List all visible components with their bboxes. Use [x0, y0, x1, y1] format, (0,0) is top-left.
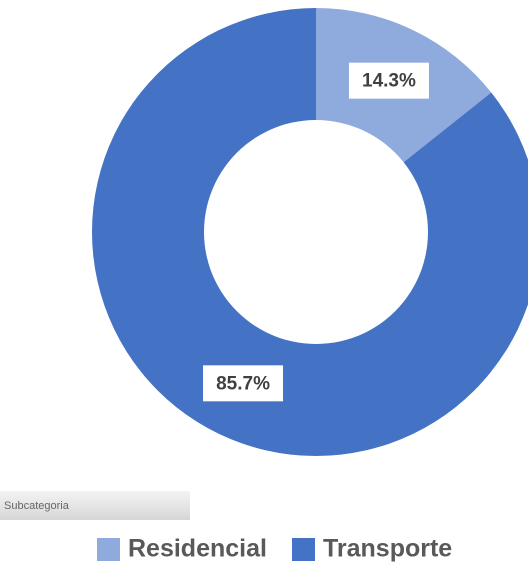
data-label-box	[348, 62, 429, 99]
data-label-box	[203, 365, 284, 402]
legend-swatch	[97, 538, 120, 561]
legend-label: Transporte	[323, 535, 452, 563]
legend-title-button[interactable]	[0, 491, 190, 520]
data-label: 85.7%	[216, 373, 270, 394]
legend-label: Residencial	[128, 535, 267, 563]
data-label: 14.3%	[362, 71, 416, 92]
slice	[92, 8, 528, 456]
legend-swatch	[292, 538, 315, 561]
legend-title: Subcategoria	[4, 500, 70, 512]
